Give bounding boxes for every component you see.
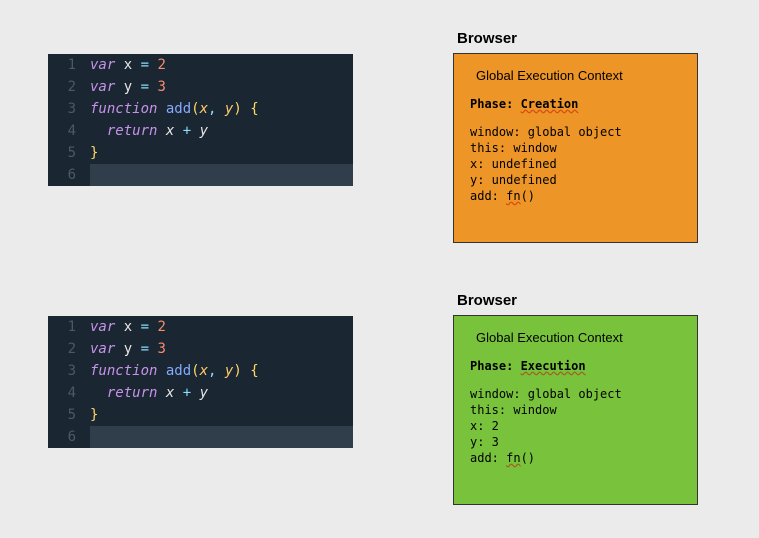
- code-line: 3function add(x, y) {: [48, 98, 353, 120]
- context-title-2: Global Execution Context: [470, 330, 681, 346]
- code-line: 4 return x + y: [48, 382, 353, 404]
- line-number: 4: [48, 382, 90, 404]
- browser-label-2: Browser: [453, 292, 698, 309]
- code-line: 4 return x + y: [48, 120, 353, 142]
- code-line: 6: [48, 426, 353, 448]
- line-number: 6: [48, 426, 90, 448]
- context-col-2: Browser Global Execution Context Phase: …: [453, 292, 698, 505]
- context-phase-1: Phase: Creation: [470, 96, 681, 112]
- code-line: 1var x = 2: [48, 54, 353, 76]
- code-block-2: 1var x = 22var y = 33function add(x, y) …: [48, 316, 353, 448]
- context-vars-1: window: global objectthis: windowx: unde…: [470, 124, 681, 204]
- line-number: 5: [48, 404, 90, 426]
- row-creation: 1var x = 22var y = 33function add(x, y) …: [48, 30, 698, 243]
- code-line: 6: [48, 164, 353, 186]
- code-block-1: 1var x = 22var y = 33function add(x, y) …: [48, 54, 353, 186]
- code-line: 2var y = 3: [48, 338, 353, 360]
- line-number: 3: [48, 360, 90, 382]
- line-number: 3: [48, 98, 90, 120]
- context-vars-2: window: global objectthis: windowx: 2y: …: [470, 386, 681, 466]
- code-line: 3function add(x, y) {: [48, 360, 353, 382]
- code-text: function add(x, y) {: [90, 98, 353, 120]
- code-text: var x = 2: [90, 316, 353, 338]
- context-box-execution: Global Execution Context Phase: Executio…: [453, 315, 698, 505]
- code-text: [90, 164, 353, 186]
- code-text: }: [90, 404, 353, 426]
- context-box-creation: Global Execution Context Phase: Creation…: [453, 53, 698, 243]
- context-phase-2: Phase: Execution: [470, 358, 681, 374]
- code-text: function add(x, y) {: [90, 360, 353, 382]
- code-line: 1var x = 2: [48, 316, 353, 338]
- line-number: 2: [48, 76, 90, 98]
- line-number: 1: [48, 316, 90, 338]
- code-text: }: [90, 142, 353, 164]
- code-line: 5}: [48, 404, 353, 426]
- code-text: var x = 2: [90, 54, 353, 76]
- code-line: 5}: [48, 142, 353, 164]
- browser-label-1: Browser: [453, 30, 698, 47]
- line-number: 5: [48, 142, 90, 164]
- code-line: 2var y = 3: [48, 76, 353, 98]
- line-number: 4: [48, 120, 90, 142]
- code-text: return x + y: [90, 382, 353, 404]
- row-execution: 1var x = 22var y = 33function add(x, y) …: [48, 292, 698, 505]
- context-col-1: Browser Global Execution Context Phase: …: [453, 30, 698, 243]
- code-text: var y = 3: [90, 338, 353, 360]
- code-text: [90, 426, 353, 448]
- code-text: return x + y: [90, 120, 353, 142]
- line-number: 6: [48, 164, 90, 186]
- code-text: var y = 3: [90, 76, 353, 98]
- line-number: 1: [48, 54, 90, 76]
- context-title-1: Global Execution Context: [470, 68, 681, 84]
- line-number: 2: [48, 338, 90, 360]
